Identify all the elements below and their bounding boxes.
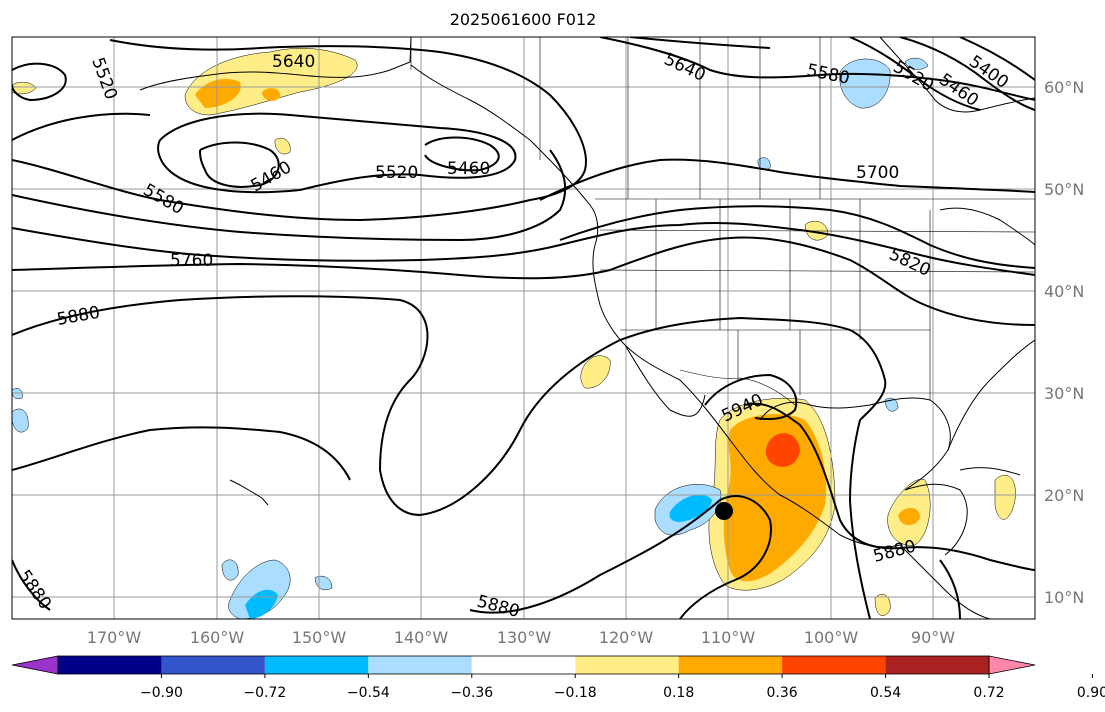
contour-label-13: 5760 <box>170 251 213 271</box>
colorbar-label: 0.36 <box>767 685 798 701</box>
colorbar-label: 0.18 <box>663 685 694 701</box>
lat-label-50n: 50°N <box>1044 180 1084 199</box>
contour-label-2: 5640 <box>272 52 315 72</box>
colorbar-label: −0.36 <box>450 685 493 701</box>
colorbar-segment <box>678 656 783 674</box>
shade-sw-neg <box>228 559 291 619</box>
colorbar-label: −0.90 <box>140 685 183 701</box>
lat-label-40n: 40°N <box>1044 282 1084 301</box>
colorbar-segment <box>58 656 162 674</box>
colorbar-label: −0.18 <box>554 685 597 701</box>
colorbar-label: −0.72 <box>243 685 286 701</box>
colorbar-segment <box>782 656 886 674</box>
anomaly-shading <box>12 48 1016 619</box>
coastlines <box>139 37 1035 619</box>
colorbar-segment <box>575 656 679 674</box>
lat-label-10n: 10°N <box>1044 588 1084 607</box>
lon-label-140w: 140°W <box>394 628 449 647</box>
lat-label-20n: 20°N <box>1044 486 1084 505</box>
lon-label-160w: 160°W <box>190 628 245 647</box>
lon-label-110w: 110°W <box>701 628 756 647</box>
colorbar-segment <box>161 656 265 674</box>
lon-label-90w: 90°W <box>911 628 955 647</box>
lon-label-150w: 150°W <box>292 628 347 647</box>
colorbar-border <box>57 655 990 675</box>
contour-label-12: 5700 <box>856 163 899 183</box>
shade-alaska-orange <box>195 78 241 108</box>
lon-label-120w: 120°W <box>599 628 654 647</box>
latitude-labels: 60°N 50°N 40°N 30°N 20°N 10°N <box>1044 78 1084 607</box>
colorbar-label: 0.90 <box>1077 685 1105 701</box>
shade-canada-neg <box>839 58 891 109</box>
plot-border <box>11 36 1036 620</box>
colorbar: −0.90 −0.72 −0.54 −0.36 −0.18 0.18 0.36 0.54 0.7… <box>11 655 1105 701</box>
colorbar-label: 0.72 <box>973 685 1004 701</box>
map-title: 2025061600 F012 <box>449 10 597 29</box>
contour-label-4: 5520 <box>375 163 418 183</box>
colorbar-segment <box>471 656 576 674</box>
colorbar-segment <box>264 656 369 674</box>
contour-label-5: 5460 <box>447 159 490 179</box>
colorbar-segment <box>885 656 989 674</box>
colorbar-label: −0.54 <box>347 685 390 701</box>
colorbar-segment <box>368 656 472 674</box>
political-borders <box>410 37 1035 406</box>
lon-label-100w: 100°W <box>804 628 859 647</box>
height-contours <box>12 37 1035 619</box>
shade-mexico-red <box>765 433 800 467</box>
colorbar-label: 0.54 <box>870 685 901 701</box>
map-plot: 5520 5640 5460 5520 5460 5580 5640 5580 … <box>12 37 1035 619</box>
colorbar-extend-low <box>11 655 59 675</box>
storm-location-marker <box>715 502 733 520</box>
longitude-labels: 170°W 160°W 150°W 140°W 130°W 120°W 110°… <box>87 628 955 647</box>
colorbar-extend-high <box>988 655 1036 675</box>
lon-label-130w: 130°W <box>497 628 552 647</box>
lat-label-30n: 30°N <box>1044 384 1084 403</box>
lat-label-60n: 60°N <box>1044 78 1084 97</box>
lon-label-170w: 170°W <box>87 628 142 647</box>
